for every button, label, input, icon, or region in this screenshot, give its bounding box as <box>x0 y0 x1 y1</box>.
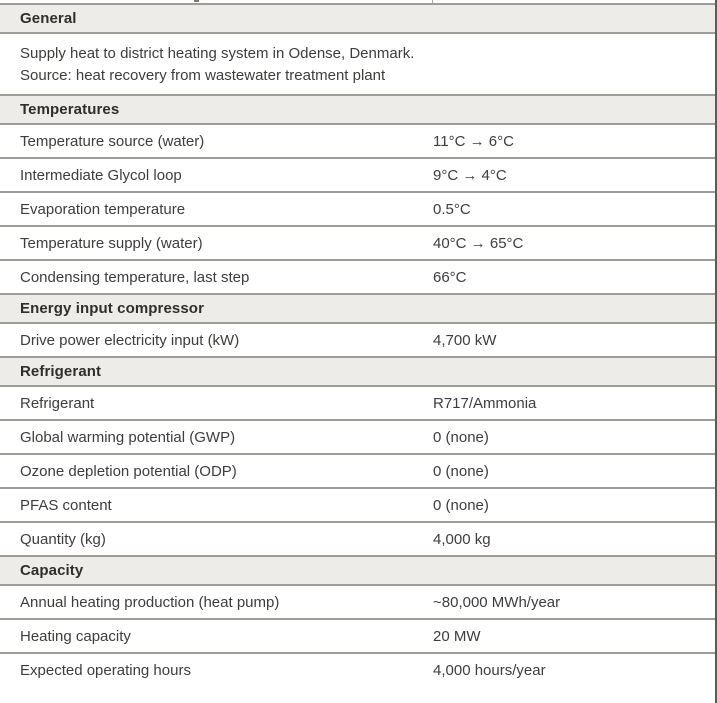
spec-row: Refrigerant R717/Ammonia <box>0 385 717 419</box>
section-header: Refrigerant <box>0 356 717 385</box>
spec-row: Quantity (kg) 4,000 kg <box>0 521 717 555</box>
spec-row: Expected operating hours 4,000 hours/yea… <box>0 652 717 686</box>
section-title: Energy input compressor <box>20 300 205 317</box>
spec-value: 4,000 kg <box>433 530 491 548</box>
spec-value: 0 (none) <box>433 462 489 480</box>
spec-row: Drive power electricity input (kW) 4,700… <box>0 322 717 356</box>
spec-value: 0.5°C <box>433 200 471 218</box>
section-title: Temperatures <box>20 101 120 118</box>
spec-row: Ozone depletion potential (ODP) 0 (none) <box>0 453 717 487</box>
spec-row: Intermediate Glycol loop 9°C → 4°C <box>0 157 717 191</box>
column-divider-artifact <box>432 0 433 3</box>
spec-label: Heating capacity <box>20 627 131 645</box>
spec-label: Annual heating production (heat pump) <box>20 593 280 611</box>
spec-row: Temperature supply (water) 40°C → 65°C <box>0 225 717 259</box>
spec-value: 20 MW <box>433 627 481 645</box>
spec-value: 0 (none) <box>433 428 489 446</box>
spec-label: Global warming potential (GWP) <box>20 428 236 446</box>
spec-row: Condensing temperature, last step 66°C <box>0 259 717 293</box>
spec-label: Quantity (kg) <box>20 530 106 548</box>
spec-label: PFAS content <box>20 496 112 514</box>
section-header: Temperatures <box>0 94 717 123</box>
description-line: Source: heat recovery from wastewater tr… <box>20 66 386 84</box>
spec-value: 4,700 kW <box>433 331 497 349</box>
spec-row: Temperature source (water) 11°C → 6°C <box>0 123 717 157</box>
spec-label: Condensing temperature, last step <box>20 268 250 286</box>
spec-table: General Supply heat to district heating … <box>0 3 717 686</box>
spec-row: Annual heating production (heat pump) ~8… <box>0 584 717 618</box>
spec-label: Temperature supply (water) <box>20 234 203 252</box>
spec-row: Evaporation temperature 0.5°C <box>0 191 717 225</box>
spec-row: Heating capacity 20 MW <box>0 618 717 652</box>
spec-value: R717/Ammonia <box>433 394 537 412</box>
spec-label: Intermediate Glycol loop <box>20 166 182 184</box>
crop-artifact <box>194 0 199 2</box>
spec-value: 0 (none) <box>433 496 489 514</box>
spec-label: Refrigerant <box>20 394 95 412</box>
spec-label: Drive power electricity input (kW) <box>20 331 240 349</box>
section-header: Capacity <box>0 555 717 584</box>
section-title: Refrigerant <box>20 363 102 380</box>
description-row: Supply heat to district heating system i… <box>0 32 717 94</box>
spec-value: ~80,000 MWh/year <box>433 593 561 611</box>
description-line: Supply heat to district heating system i… <box>20 45 415 62</box>
right-edge-border <box>715 0 717 703</box>
spec-value: 4,000 hours/year <box>433 661 546 679</box>
spec-label: Temperature source (water) <box>20 132 205 150</box>
section-title: Capacity <box>20 562 84 579</box>
spec-value: 9°C → 4°C <box>433 166 507 184</box>
spec-label: Ozone depletion potential (ODP) <box>20 462 237 480</box>
spec-row: Global warming potential (GWP) 0 (none) <box>0 419 717 453</box>
spec-value: 40°C → 65°C <box>433 234 524 252</box>
spec-value: 11°C → 6°C <box>433 132 514 150</box>
section-header: General <box>0 3 717 32</box>
spec-label: Expected operating hours <box>20 661 191 679</box>
spec-row: PFAS content 0 (none) <box>0 487 717 521</box>
spec-value: 66°C <box>433 268 467 286</box>
spec-label: Evaporation temperature <box>20 200 186 218</box>
section-title: General <box>20 10 77 27</box>
section-header: Energy input compressor <box>0 293 717 322</box>
